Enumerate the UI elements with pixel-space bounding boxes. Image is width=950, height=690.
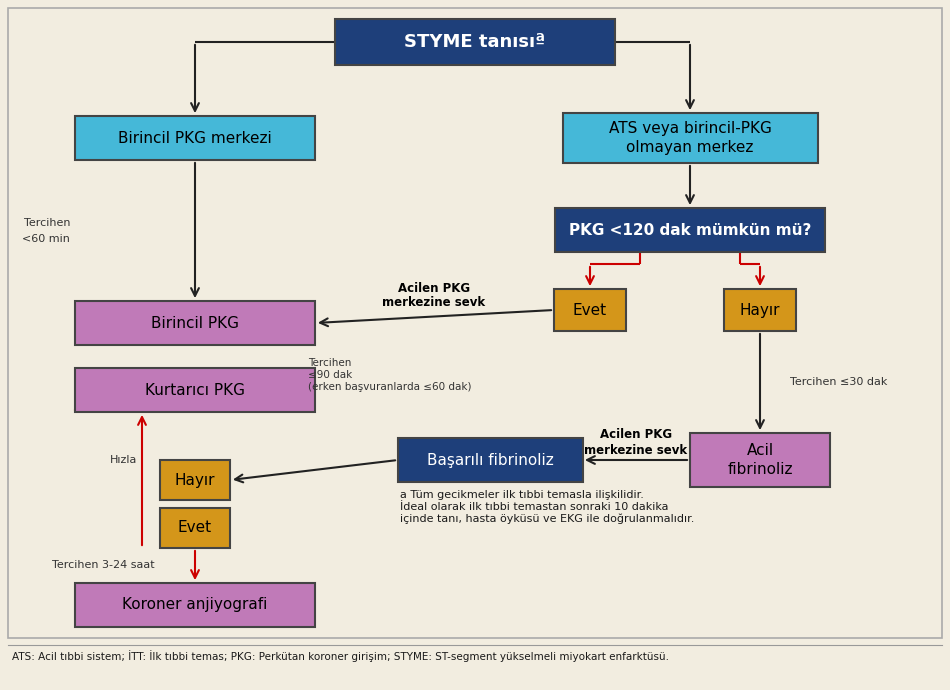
Text: PKG <120 dak mümkün mü?: PKG <120 dak mümkün mü? [569,222,811,237]
Bar [75,583,315,627]
Text: Tercihen 3-24 saat: Tercihen 3-24 saat [52,560,155,570]
Text: Birincil PKG merkezi: Birincil PKG merkezi [118,130,272,146]
Text: Acil
fibrinoliz: Acil fibrinoliz [728,443,792,477]
Text: Hızla: Hızla [109,455,137,465]
Text: Acilen PKG: Acilen PKG [398,282,470,295]
Bar [562,113,818,163]
Text: ATS veya birincil-PKG
olmayan merkez: ATS veya birincil-PKG olmayan merkez [609,121,771,155]
Text: ATS: Acil tıbbi sistem; İTT: İlk tıbbi temas; PKG: Perkütan koroner girişim; STY: ATS: Acil tıbbi sistem; İTT: İlk tıbbi t… [12,650,669,662]
Bar [75,301,315,345]
Text: Tercihen: Tercihen [24,217,70,228]
Bar [554,289,626,331]
Text: Hayır: Hayır [175,473,216,488]
Text: Başarılı fibrinoliz: Başarılı fibrinoliz [427,453,553,468]
Bar [160,460,230,500]
Bar [160,508,230,548]
Text: Evet: Evet [178,520,212,535]
Bar [555,208,825,252]
Text: Birincil PKG: Birincil PKG [151,315,239,331]
Text: Kurtarıcı PKG: Kurtarıcı PKG [145,382,245,397]
Text: STYME tanısıª: STYME tanısıª [405,33,545,51]
Text: Acilen PKG: Acilen PKG [600,428,672,440]
Text: Tercihen ≤30 dak: Tercihen ≤30 dak [790,377,887,387]
Bar [75,368,315,412]
Bar [690,433,830,487]
Bar [724,289,796,331]
Text: <60 min: <60 min [22,233,70,244]
Text: Hayır: Hayır [740,302,780,317]
Text: Koroner anjiyografi: Koroner anjiyografi [123,598,268,613]
Bar [75,116,315,160]
Text: Tercihen
≤90 dak
(erken başvuranlarda ≤60 dak): Tercihen ≤90 dak (erken başvuranlarda ≤6… [308,358,472,392]
Text: a Tüm gecikmeler ilk tıbbi temasla ilişkilidir.
İdeal olarak ilk tıbbi temastan : a Tüm gecikmeler ilk tıbbi temasla ilişk… [400,490,694,524]
Text: merkezine sevk: merkezine sevk [383,295,485,308]
Text: Evet: Evet [573,302,607,317]
Bar [397,438,582,482]
Text: merkezine sevk: merkezine sevk [584,444,688,457]
Bar [335,19,615,65]
